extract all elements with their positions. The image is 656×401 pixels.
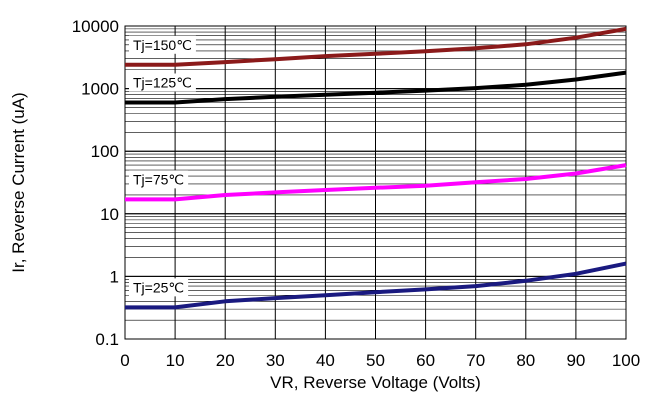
- series-label: Tj=75℃: [129, 170, 189, 189]
- series-label-bg: [129, 35, 196, 54]
- x-tick-label: 90: [566, 351, 585, 370]
- series-label-text: Tj=25℃: [133, 279, 184, 295]
- x-tick-label: 80: [516, 351, 535, 370]
- series-line: [125, 163, 627, 202]
- series-label-text: Tj=125℃: [133, 74, 192, 90]
- y-tick-label: 0.1: [95, 330, 119, 349]
- x-tick-label: 30: [266, 351, 285, 370]
- series-label: Tj=150℃: [129, 35, 196, 54]
- series-label: Tj=125℃: [129, 73, 196, 92]
- y-tick-labels: 0.1 1 10 100 1000 10000: [72, 17, 119, 349]
- y-tick-label: 1: [110, 267, 119, 286]
- series-label-text: Tj=150℃: [133, 37, 192, 53]
- series-label-bg: [129, 73, 196, 92]
- series-label-bg: [129, 278, 189, 297]
- series-line: [125, 26, 627, 67]
- x-tick-label: 60: [416, 351, 435, 370]
- x-tick-label: 20: [216, 351, 235, 370]
- series-label-bg: [129, 170, 189, 189]
- x-tick-label: 10: [166, 351, 185, 370]
- y-tick-label: 10000: [72, 17, 119, 36]
- series-label-text: Tj=75℃: [133, 171, 184, 187]
- series-line: [125, 70, 627, 105]
- x-tick-label: 0: [120, 351, 129, 370]
- x-tick-label: 100: [612, 351, 640, 370]
- x-tick-label: 50: [366, 351, 385, 370]
- series-labels: Tj=150℃ Tj=125℃ Tj=75℃ Tj=25℃: [129, 35, 196, 297]
- x-tick-labels: 0 10 20 30 40 50 60 70 80 90 100: [120, 351, 640, 370]
- x-tick-label: 70: [466, 351, 485, 370]
- series-line: [125, 261, 627, 310]
- y-tick-label: 10: [100, 205, 119, 224]
- plot-frame: [124, 25, 627, 340]
- x-axis-title: VR, Reverse Voltage (Volts): [270, 373, 481, 392]
- series-lines: [125, 26, 627, 310]
- y-tick-label: 100: [91, 142, 119, 161]
- y-tick-label: 1000: [81, 80, 119, 99]
- x-tick-label: 40: [316, 351, 335, 370]
- series-label: Tj=25℃: [129, 278, 189, 297]
- y-axis-title: Ir, Reverse Current (uA): [9, 92, 28, 272]
